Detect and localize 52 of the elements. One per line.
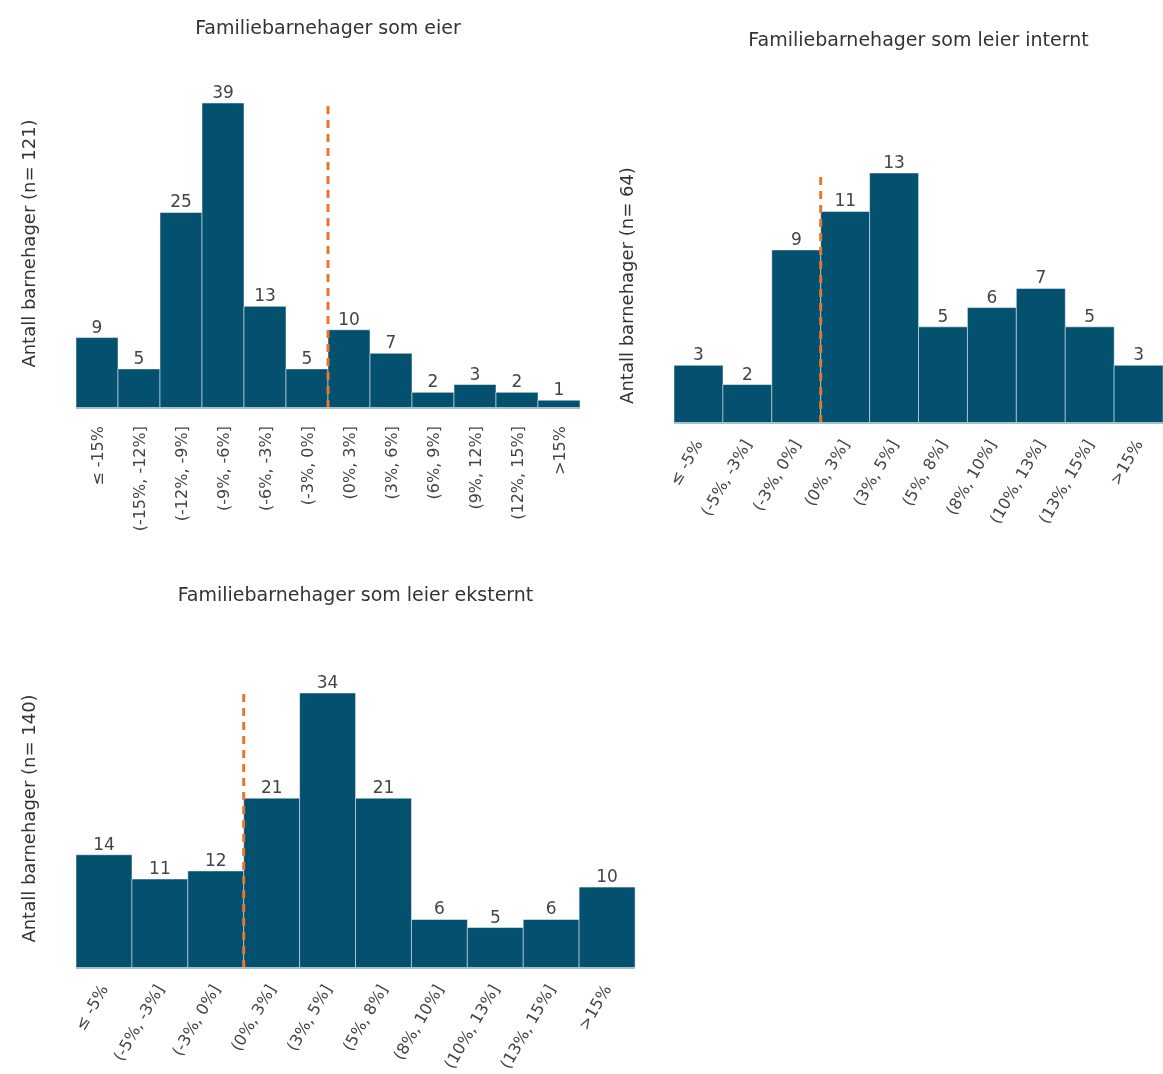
data-label: 11: [834, 190, 857, 211]
x-tick-label: ≤ -15%: [87, 426, 107, 486]
data-label: 13: [254, 285, 276, 306]
data-label: 13: [883, 152, 905, 172]
x-tick-label: ≤ -5%: [665, 436, 707, 489]
data-label: 2: [741, 363, 753, 384]
x-tick-label: ≤ -5%: [70, 981, 113, 1034]
data-label: 3: [1133, 344, 1145, 365]
chart-title: Familiebarnehager som leier eksternt: [176, 583, 535, 605]
data-label: 6: [986, 286, 998, 307]
data-label: 21: [372, 777, 395, 798]
data-label: 6: [433, 898, 445, 919]
x-tick-label: (-3%, 0%]: [297, 426, 317, 506]
data-label: 11: [149, 858, 171, 879]
data-label: 34: [316, 672, 339, 692]
data-label: 12: [204, 849, 227, 870]
data-label: 10: [338, 308, 360, 329]
data-label: 10: [596, 866, 618, 887]
x-tick-label: (0%, 3%]: [339, 426, 359, 500]
x-tick-label: (-6%, -3%]: [255, 426, 275, 511]
chart-title: Familiebarnehager som leier internt: [747, 28, 1090, 50]
data-label: 2: [427, 371, 439, 392]
data-label: 5: [133, 347, 145, 368]
x-tick-label: >15%: [549, 426, 569, 475]
x-tick-label: (12%, 15%]: [507, 426, 527, 520]
data-label: 3: [469, 363, 481, 384]
data-label: 7: [1035, 267, 1047, 288]
data-label: 5: [1084, 305, 1096, 326]
x-tick-label: (6%, 9%]: [423, 426, 443, 500]
x-tick-label: (-9%, -6%]: [213, 426, 233, 511]
data-label: 7: [385, 332, 397, 353]
data-label: 3: [693, 344, 704, 365]
y-axis-title: Antall barnehager (n= 64): [615, 167, 637, 404]
y-axis-title: Antall barnehager (n= 140): [17, 693, 39, 943]
data-label: 5: [937, 305, 949, 326]
data-label: 25: [170, 191, 192, 212]
x-tick-label: (-15%, -12%]: [129, 426, 149, 532]
y-axis-title: Antall barnehager (n= 121): [17, 118, 39, 368]
data-label: 5: [301, 347, 313, 368]
data-label: 5: [489, 906, 501, 927]
data-label: 9: [91, 316, 103, 337]
data-label: 6: [545, 898, 557, 919]
data-label: 21: [260, 777, 283, 798]
chart-title: Familiebarnehager som eier: [194, 16, 462, 38]
x-tick-label: (-12%, -9%]: [171, 426, 191, 522]
x-tick-label: (3%, 6%]: [381, 426, 401, 500]
data-label: 1: [553, 379, 565, 400]
data-label: 9: [790, 228, 802, 249]
x-tick-label: (9%, 12%]: [465, 426, 485, 510]
data-label: 14: [93, 833, 115, 854]
data-label: 39: [212, 82, 234, 102]
data-label: 2: [511, 371, 523, 392]
